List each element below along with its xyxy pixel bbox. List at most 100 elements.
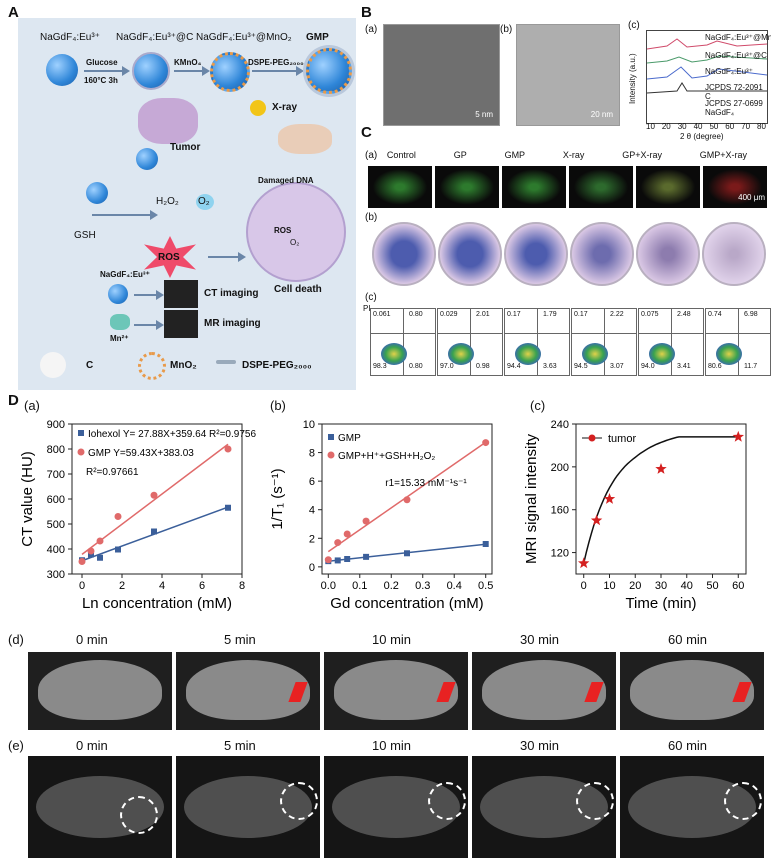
cell-death-label: Cell death	[274, 284, 322, 295]
nanoparticle-gmp	[306, 48, 352, 94]
time-label: 5 min	[224, 738, 256, 753]
data-point	[224, 445, 232, 453]
quadrant-value: 94.5	[574, 363, 588, 370]
y-tick-label: 700	[47, 469, 65, 481]
reaction-arrow	[252, 66, 304, 76]
y-tick-label: 160	[551, 505, 569, 517]
data-point	[363, 553, 370, 560]
xrd-trace	[646, 38, 768, 50]
reaction-arrow	[134, 320, 164, 330]
x-tick-label: 0.3	[415, 580, 430, 592]
data-point	[115, 546, 121, 553]
colony-dish	[570, 222, 634, 286]
mr-image	[620, 756, 764, 858]
flow-cytometry-row: 0.061 0.80 98.3 0.80 0.029 2.01 97.0 0.98 0.17 1.…	[370, 308, 771, 378]
ct-image	[176, 652, 320, 730]
y-tick-label: 8	[309, 448, 315, 460]
tick-label: 60	[725, 122, 735, 131]
legend-marker	[328, 434, 334, 440]
data-point	[150, 491, 158, 499]
pi-axis-label: PI	[363, 304, 371, 313]
oxygen-icon	[196, 194, 214, 210]
group-label: GMP	[504, 150, 526, 160]
ct-thumbnail	[164, 280, 198, 308]
x-tick-label: 0.5	[478, 580, 493, 592]
y-tick-label: 240	[551, 419, 569, 431]
data-point	[78, 558, 86, 565]
time-label: 60 min	[668, 632, 708, 647]
time-label: 30 min	[520, 738, 560, 753]
subpanel-label: (c)	[365, 292, 377, 303]
subpanel-label: (d)	[8, 632, 24, 647]
colony-dish	[636, 222, 700, 286]
o2-label-cell: O₂	[290, 238, 300, 247]
nanoparticle-carbon	[132, 52, 170, 90]
xrd-trace	[646, 82, 767, 94]
quadrant-value: 94.4	[507, 363, 521, 370]
reaction-arrow	[84, 66, 130, 76]
flow-plot: 0.029 2.01 97.0 0.98	[437, 308, 503, 376]
subpanel-label: (a)	[365, 150, 378, 161]
quadrant-value: 3.07	[610, 363, 624, 370]
panel-label-c: C	[361, 124, 372, 141]
plot-frame	[575, 423, 747, 575]
x-tick-label: 0.2	[384, 580, 399, 592]
x-tick-label: 40	[681, 580, 693, 592]
quadrant-value: 98.3	[373, 363, 387, 370]
data-point	[87, 547, 95, 555]
y-tick-label: 6	[309, 476, 315, 488]
fluorescence-image	[368, 166, 432, 208]
data-point	[97, 554, 103, 561]
x-tick-label: 0.4	[447, 580, 462, 592]
subpanel-label: (b)	[500, 24, 513, 35]
flow-plot: 0.061 0.80 98.3 0.80	[370, 308, 436, 376]
legend-marker	[78, 430, 84, 436]
quadrant-value: 2.22	[610, 311, 624, 318]
colony-dish	[372, 222, 436, 286]
mouse-icon	[278, 124, 332, 154]
x-tick-label: 0.1	[352, 580, 367, 592]
nanoparticle-cluster-icon	[108, 284, 128, 304]
x-axis-label: Time (min)	[625, 595, 696, 612]
y-tick-label: 120	[551, 548, 569, 560]
compound-label: NaGdF₄:Eu³⁺	[40, 32, 100, 43]
subpanel-label: (c)	[530, 398, 546, 413]
data-point	[590, 514, 603, 526]
data-point	[403, 496, 411, 504]
mr-image	[176, 756, 320, 858]
colony-dish	[702, 222, 766, 286]
data-point	[96, 537, 104, 545]
mr-thumbnail	[164, 310, 198, 338]
ct-image	[28, 652, 172, 730]
legend-marker	[327, 451, 335, 459]
y-tick-label: 900	[47, 419, 65, 431]
ros-label: ROS	[158, 252, 180, 263]
x-tick-label: 8	[239, 580, 245, 592]
x-tick-label: 20	[629, 580, 641, 592]
o2-label: O₂	[198, 196, 210, 207]
panel-label-b: B	[361, 4, 372, 21]
xrd-xticks: 10 20 30 40 50 60 70 80	[646, 122, 766, 131]
quadrant-value: 0.98	[476, 363, 490, 370]
radiation-icon	[250, 100, 266, 116]
legend-label: GMP	[338, 433, 361, 444]
mn-label: Mn²⁺	[110, 334, 129, 343]
scale-bar-label: 5 nm	[475, 110, 493, 119]
legend-marker	[77, 448, 85, 456]
colony-dish	[504, 222, 568, 286]
xrd-legend: NaGdF₄:Eu³⁺	[705, 67, 753, 76]
legend-marker	[588, 434, 596, 442]
plot-frame	[71, 423, 243, 575]
time-label: 10 min	[372, 738, 412, 753]
fluorescence-image	[435, 166, 499, 208]
y-tick-label: 10	[303, 419, 315, 431]
quadrant-value: 0.74	[708, 311, 722, 318]
xrd-legend: JCPDS 72-2091 C	[705, 83, 763, 101]
tick-label: 50	[709, 122, 719, 131]
y-tick-label: 800	[47, 444, 65, 456]
data-point	[151, 528, 157, 535]
quadrant-value: 97.0	[440, 363, 454, 370]
fit-curve	[582, 436, 739, 564]
legend-label: R²=0.97661	[86, 467, 139, 478]
reaction-arrow	[174, 66, 210, 76]
